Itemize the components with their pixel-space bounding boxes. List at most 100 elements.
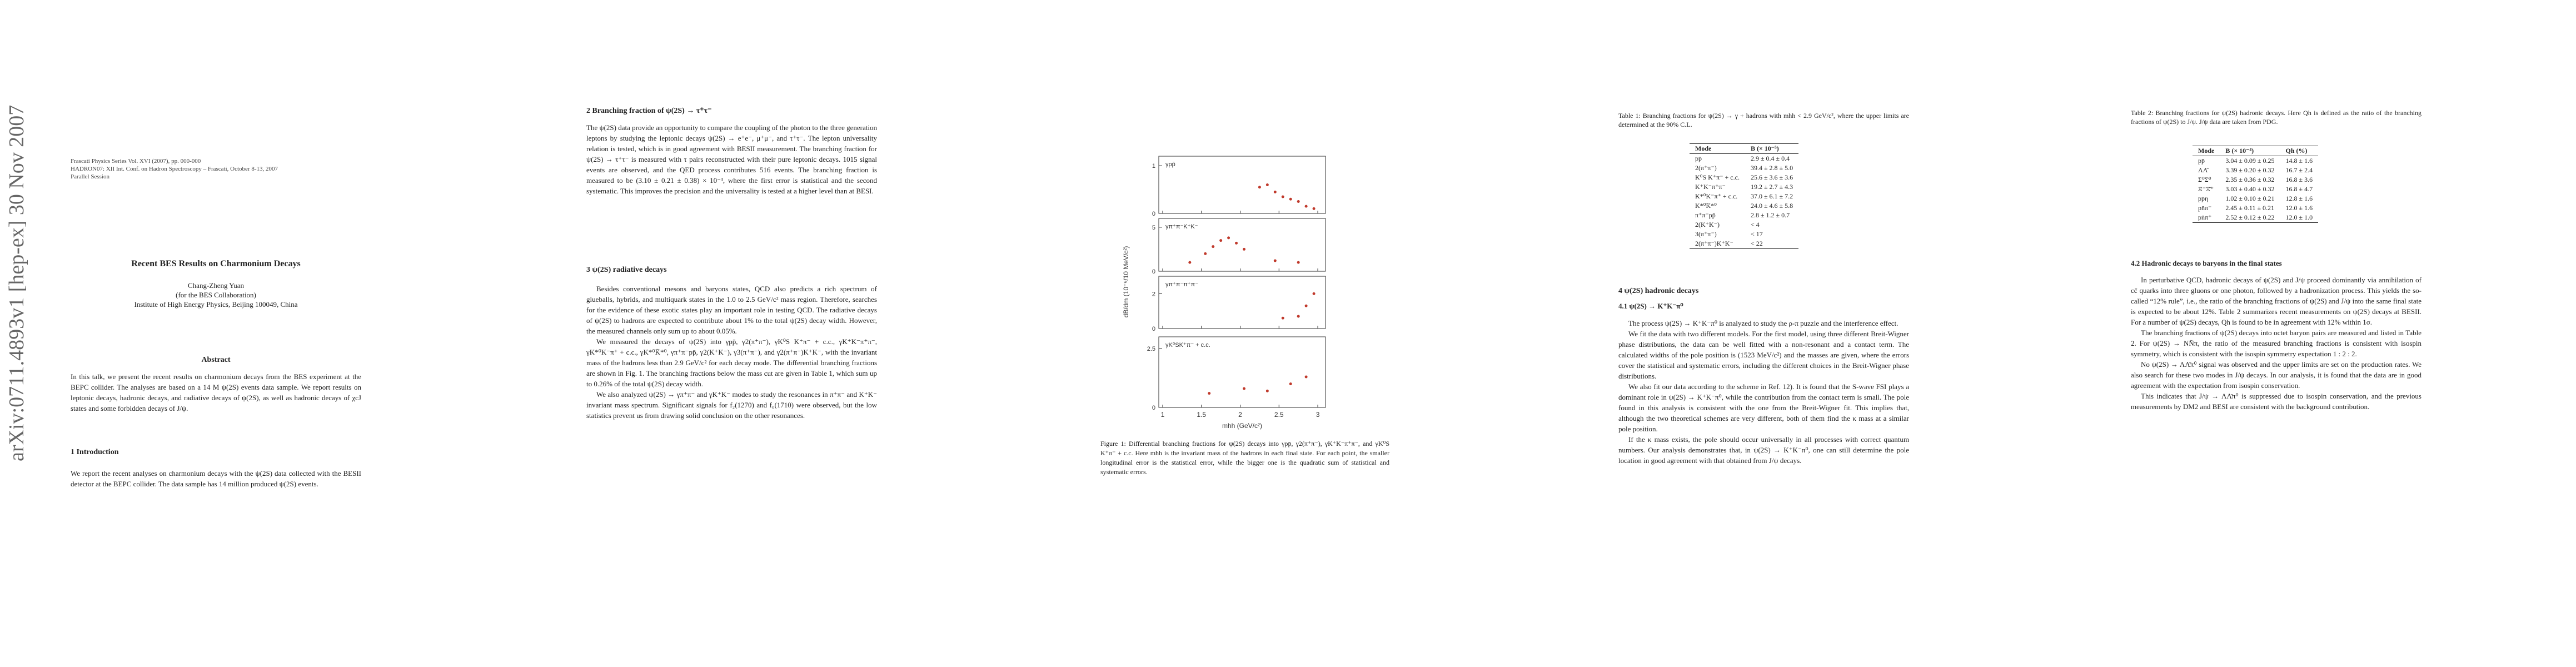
table-cell: 2.9 ± 0.4 ± 0.4 bbox=[1750, 155, 1790, 162]
table-cell: 1.02 ± 0.10 ± 0.21 bbox=[2225, 195, 2275, 202]
table-cell: 37.0 ± 6.1 ± 7.2 bbox=[1750, 192, 1793, 200]
section-heading: 1 Introduction bbox=[71, 448, 119, 456]
arxiv-stamp: arXiv:0711.4893v1 [hep-ex] 30 Nov 2007 bbox=[5, 104, 28, 461]
table-cell: pn̄π⁺ bbox=[2198, 213, 2212, 221]
table-caption: Table 1: Branching fractions for ψ(2S) →… bbox=[1618, 112, 1909, 128]
table-cell: pp̄ bbox=[1695, 155, 1702, 162]
data-point bbox=[1273, 259, 1277, 262]
paragraph: Besides conventional mesons and baryons … bbox=[586, 285, 877, 335]
header-line: Parallel Session bbox=[71, 173, 109, 180]
table-cell: pn̄π⁻ bbox=[2198, 204, 2212, 212]
panel-frame bbox=[1158, 218, 1326, 272]
table-row: pp̄η 1.02 ± 0.10 ± 0.21 12.8 ± 1.6 bbox=[2193, 194, 2318, 203]
y-tick-label: 0 bbox=[1152, 211, 1155, 217]
table-cell: K⁰S K⁺π⁻ + c.c. bbox=[1695, 173, 1740, 181]
data-point bbox=[1227, 236, 1230, 240]
data-point bbox=[1242, 387, 1245, 390]
y-tick-label: 0 bbox=[1152, 326, 1155, 332]
x-tick-label: 2.5 bbox=[1274, 411, 1284, 419]
table-cell: 2(π⁺π⁻) bbox=[1695, 164, 1717, 172]
collaboration: (for the BES Collaboration) bbox=[176, 291, 256, 299]
figure-caption: Figure 1: Differential branching fractio… bbox=[1100, 440, 1389, 476]
data-point bbox=[1188, 261, 1192, 264]
data-point bbox=[1304, 205, 1308, 208]
y-tick-label: 2 bbox=[1152, 291, 1155, 297]
x-tick-label: 2 bbox=[1238, 411, 1242, 419]
table-cell: 3(π⁺π⁻) bbox=[1695, 230, 1717, 238]
table-cell: 12.0 ± 1.0 bbox=[2285, 213, 2313, 221]
data-point bbox=[1304, 375, 1308, 379]
table-cell: 25.6 ± 3.6 ± 3.6 bbox=[1750, 173, 1793, 181]
table-cell: 24.0 ± 4.6 ± 5.8 bbox=[1750, 202, 1793, 210]
panel-label: γpp̄ bbox=[1165, 161, 1175, 168]
table-cell: Σ⁰Σ̄⁰ bbox=[2198, 176, 2211, 183]
header-line: HADRON07: XII Int. Conf. on Hadron Spect… bbox=[71, 166, 278, 172]
abstract-heading: Abstract bbox=[201, 356, 231, 364]
table-cell: < 4 bbox=[1750, 221, 1760, 228]
table-cell: pp̄ bbox=[2198, 157, 2205, 165]
data-point bbox=[1258, 186, 1261, 189]
table-row: K*⁰K̄*⁰ 24.0 ± 4.6 ± 5.8 bbox=[1690, 201, 1798, 211]
table-holder: Mode B (× 10⁻⁴) Qh (%) pp̄ 3.04 ± 0.09 ± 0.2… bbox=[2193, 146, 2319, 223]
table-cell: pp̄η bbox=[2198, 195, 2209, 202]
x-tick-label: 3 bbox=[1316, 411, 1320, 419]
table-row: Ξ⁻Ξ̄⁺ 3.03 ± 0.40 ± 0.32 16.8 ± 4.7 bbox=[2193, 185, 2318, 194]
data-point bbox=[1242, 247, 1245, 251]
panel-frame bbox=[1158, 336, 1326, 408]
y-tick-label: 0 bbox=[1152, 268, 1155, 275]
table-body: pp̄ 2.9 ± 0.4 ± 0.4 2(π⁺π⁻) 39.4 ± 2.8 ± 5.… bbox=[1690, 154, 1799, 249]
table-cell: < 17 bbox=[1750, 230, 1763, 238]
data-point bbox=[1273, 190, 1277, 193]
section-heading: 3 ψ(2S) radiative decays bbox=[586, 266, 667, 274]
table-row: pn̄π⁻ 2.45 ± 0.11 ± 0.21 12.0 ± 1.6 bbox=[2193, 203, 2318, 213]
table-cell: ΛΛ̄ bbox=[2198, 166, 2208, 174]
data-point bbox=[1235, 241, 1238, 245]
table-row: K⁺K⁻π⁺π⁻ 19.2 ± 2.7 ± 4.3 bbox=[1690, 182, 1798, 192]
paragraph: If the κ mass exists, the pole should oc… bbox=[1618, 435, 1909, 465]
table-cell: 12.8 ± 1.6 bbox=[2285, 195, 2313, 202]
table-cell: 16.8 ± 3.6 bbox=[2285, 176, 2313, 183]
y-tick-label: 0 bbox=[1152, 405, 1155, 411]
x-axis-title: mhh (GeV/c²) bbox=[1222, 422, 1262, 430]
table-row: 3(π⁺π⁻) < 17 bbox=[1690, 230, 1798, 239]
table-row: 2(π⁺π⁻) 39.4 ± 2.8 ± 5.0 bbox=[1690, 163, 1798, 173]
data-point bbox=[1281, 195, 1284, 198]
authors: Chang-Zheng Yuan (for the BES Collaborat… bbox=[71, 281, 361, 309]
section-heading: 2 Branching fraction of ψ(2S) → τ⁺τ⁻ bbox=[586, 107, 712, 115]
column-header: B (× 10⁻⁵) bbox=[1750, 145, 1779, 152]
table-row: K⁰S K⁺π⁻ + c.c. 25.6 ± 3.6 ± 3.6 bbox=[1690, 173, 1798, 182]
table-cell: 16.7 ± 2.4 bbox=[2285, 166, 2313, 174]
table-row: pp̄ 3.04 ± 0.09 ± 0.25 14.8 ± 1.6 bbox=[2193, 156, 2318, 166]
data-point bbox=[1208, 392, 1211, 395]
data-point bbox=[1289, 197, 1292, 201]
section-heading: 4 ψ(2S) hadronic decays bbox=[1618, 287, 1699, 295]
data-point bbox=[1297, 200, 1300, 203]
section-body: The process ψ(2S) → K⁺K⁻π⁰ is analyzed t… bbox=[1618, 318, 1909, 466]
section-body: Besides conventional mesons and baryons … bbox=[586, 283, 877, 421]
header-row: Mode B (× 10⁻⁴) Qh (%) bbox=[2193, 146, 2319, 156]
table-head: Mode B (× 10⁻⁵) bbox=[1690, 143, 1799, 154]
panel-frame bbox=[1158, 276, 1326, 329]
y-axis-title: dB/dm (10⁻⁶/10 MeV/c²) bbox=[1122, 246, 1130, 318]
header: Frascati Physics Series Vol. XVI (2007),… bbox=[71, 157, 361, 181]
paragraph: The branching fractions of ψ(2S) decays … bbox=[2131, 328, 2421, 358]
data-point bbox=[1204, 252, 1207, 255]
data-point bbox=[1304, 304, 1308, 307]
table-cell: 3.04 ± 0.09 ± 0.25 bbox=[2225, 157, 2275, 165]
table: Mode B (× 10⁻⁵) pp̄ 2.9 ± 0.4 ± 0.4 2(π⁺π⁻) 3… bbox=[1690, 143, 1799, 249]
table-cell: < 22 bbox=[1750, 240, 1763, 247]
table-cell: π⁺π⁻pp̄ bbox=[1695, 211, 1716, 219]
table: Mode B (× 10⁻⁴) Qh (%) pp̄ 3.04 ± 0.09 ± 0.2… bbox=[2193, 146, 2319, 223]
y-tick-label: 5 bbox=[1152, 225, 1155, 231]
data-point bbox=[1312, 292, 1316, 295]
table-row: π⁺π⁻pp̄ 2.8 ± 1.2 ± 0.7 bbox=[1690, 211, 1798, 220]
abstract: In this talk, we present the recent resu… bbox=[71, 372, 361, 412]
subsection-heading: 4.2 Hadronic decays to baryons in the fi… bbox=[2131, 259, 2282, 267]
table-cell: 3.03 ± 0.40 ± 0.32 bbox=[2225, 185, 2275, 193]
panel-label: γπ⁺π⁻K⁺K⁻ bbox=[1165, 223, 1198, 230]
table-cell: 19.2 ± 2.7 ± 4.3 bbox=[1750, 183, 1793, 191]
table-row: 2(K⁺K⁻) < 4 bbox=[1690, 220, 1798, 230]
table-row: pp̄ 2.9 ± 0.4 ± 0.4 bbox=[1690, 154, 1798, 164]
header-line: Frascati Physics Series Vol. XVI (2007),… bbox=[71, 158, 201, 165]
